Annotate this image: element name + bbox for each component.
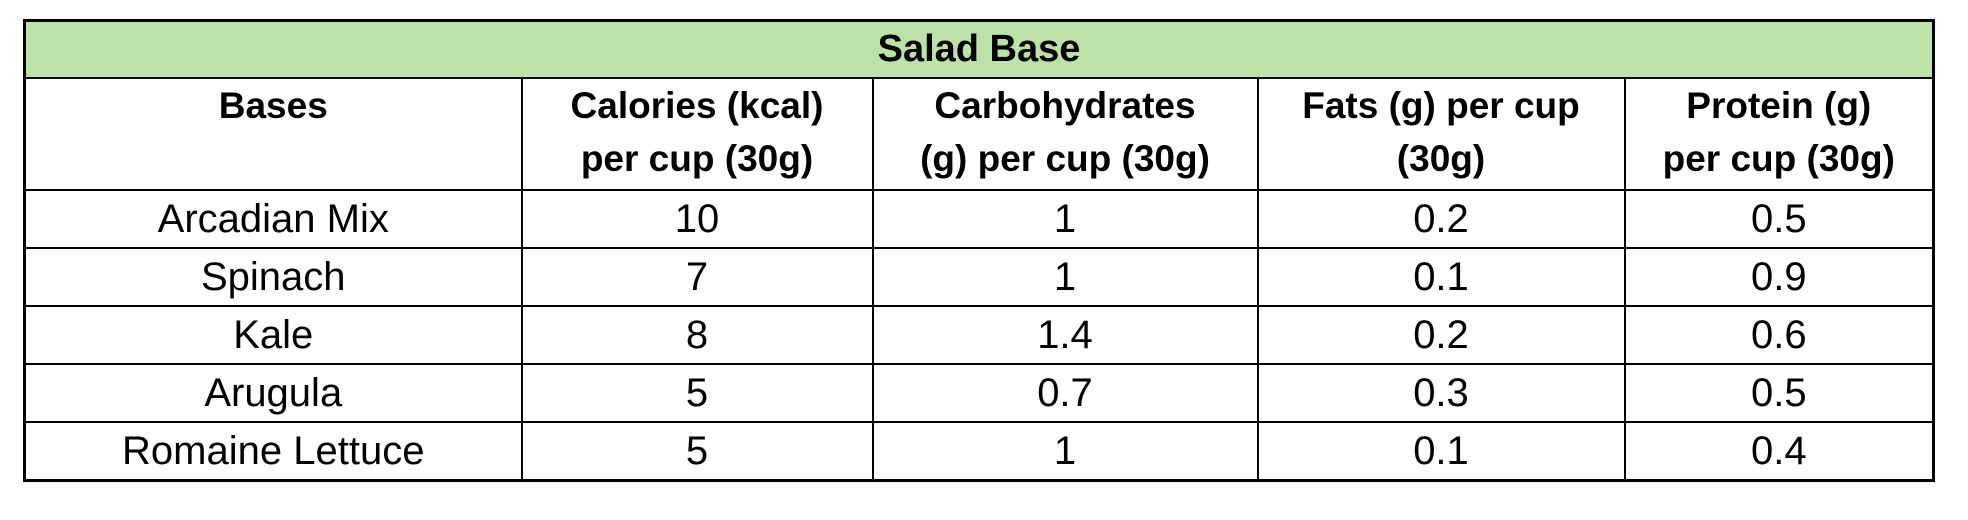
cell-fats: 0.2 [1256,189,1626,249]
header-line: (30g) [1396,138,1486,179]
cell-fats: 0.1 [1256,421,1626,482]
table-row: Arugula 5 0.7 0.3 0.5 [23,363,1935,423]
column-header-carbohydrates: Carbohydrates (g) per cup (30g) [871,77,1259,191]
cell-calories: 7 [520,247,874,307]
column-header-bases: Bases [23,77,523,191]
column-header-calories: Calories (kcal) per cup (30g) [520,77,874,191]
header-line: Fats (g) per cup [1302,85,1580,126]
salad-base-table: Salad Base Bases Calories (kcal) per cup… [23,19,1936,482]
cell-fats: 0.2 [1256,305,1626,365]
cell-calories: 5 [520,363,874,423]
table-row: Spinach 7 1 0.1 0.9 [23,247,1935,307]
cell-carbohydrates: 0.7 [871,363,1259,423]
title-row: Salad Base [23,19,1935,79]
cell-carbohydrates: 1 [871,189,1259,249]
cell-fats: 0.1 [1256,247,1626,307]
header-row: Bases Calories (kcal) per cup (30g) Carb… [23,77,1935,191]
row-label: Kale [23,305,523,365]
header-line: Bases [218,85,328,126]
cell-protein: 0.4 [1623,421,1935,482]
row-label: Romaine Lettuce [23,421,523,482]
cell-carbohydrates: 1.4 [871,305,1259,365]
header-line: per cup (30g) [1662,138,1895,179]
cell-carbohydrates: 1 [871,421,1259,482]
cell-fats: 0.3 [1256,363,1626,423]
header-line: Protein (g) [1686,85,1872,126]
cell-protein: 0.9 [1623,247,1935,307]
cell-calories: 10 [520,189,874,249]
header-line: (g) per cup (30g) [920,138,1210,179]
table-row: Kale 8 1.4 0.2 0.6 [23,305,1935,365]
header-line: Calories (kcal) [570,85,824,126]
header-line: Carbohydrates [934,85,1196,126]
cell-protein: 0.6 [1623,305,1935,365]
cell-calories: 8 [520,305,874,365]
header-line [27,132,520,185]
salad-base-table-container: Salad Base Bases Calories (kcal) per cup… [23,19,1936,482]
table-row: Romaine Lettuce 5 1 0.1 0.4 [23,421,1935,482]
cell-protein: 0.5 [1623,363,1935,423]
header-line: per cup (30g) [580,138,814,179]
row-label: Arcadian Mix [23,189,523,249]
row-label: Arugula [23,363,523,423]
column-header-protein: Protein (g) per cup (30g) [1623,77,1935,191]
row-label: Spinach [23,247,523,307]
table-row: Arcadian Mix 10 1 0.2 0.5 [23,189,1935,249]
cell-protein: 0.5 [1623,189,1935,249]
table-title: Salad Base [23,19,1935,79]
column-header-fats: Fats (g) per cup (30g) [1256,77,1626,191]
cell-calories: 5 [520,421,874,482]
cell-carbohydrates: 1 [871,247,1259,307]
